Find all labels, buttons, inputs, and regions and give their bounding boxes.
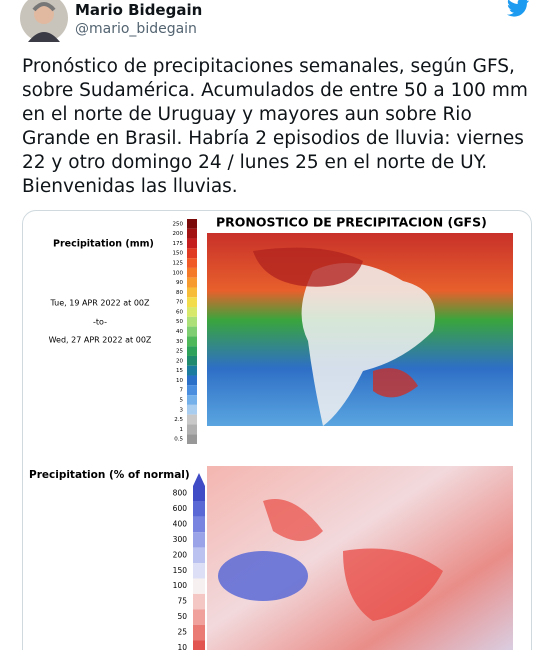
colorbar-swatch <box>193 609 205 625</box>
colorbar-label: 600 <box>173 504 188 513</box>
user-name[interactable]: Mario Bidegain <box>75 1 203 19</box>
colorbar-label: 100 <box>173 581 188 590</box>
rs-rain <box>373 368 418 398</box>
colorbar-swatch <box>193 516 205 533</box>
colorbar-label: 5 <box>180 397 184 403</box>
colorbar-label: 25 <box>177 627 187 636</box>
anomaly-blob <box>218 551 308 601</box>
colorbar-label: 25 <box>176 349 183 355</box>
colorbar-swatch <box>187 336 197 347</box>
colorbar-swatch <box>187 267 197 278</box>
colorbar-swatch <box>193 547 205 564</box>
colorbar-label: 800 <box>173 489 188 498</box>
colorbar-label: 70 <box>176 300 183 306</box>
colorbar-swatch <box>187 375 197 386</box>
colorbar-swatch <box>193 563 205 579</box>
colorbar-label: 150 <box>173 251 184 257</box>
colorbar-label: 3 <box>180 407 184 413</box>
colorbar-swatch <box>187 355 197 366</box>
colorbar-label: 100 <box>173 270 184 276</box>
colorbar-swatch <box>187 424 197 435</box>
colorbar-swatch <box>187 219 197 229</box>
colorbar-label: 90 <box>176 280 183 286</box>
avatar[interactable] <box>20 0 68 42</box>
colorbar-label: 200 <box>173 231 184 237</box>
colorbar-label: 7 <box>180 388 184 394</box>
legend-title: Precipitation (mm) <box>53 239 154 250</box>
colorbar-swatch <box>193 532 205 548</box>
media[interactable]: PRONOSTICO DE PRECIPITACION (GFS) Precip… <box>22 210 532 650</box>
colorbar-swatch <box>187 248 197 259</box>
colorbar-swatch <box>187 228 197 239</box>
colorbar-swatch <box>187 277 197 288</box>
colorbar-label: 50 <box>177 612 187 621</box>
tweet-text: Pronóstico de precipitaciones semanales,… <box>22 56 528 197</box>
land-dry <box>301 263 435 426</box>
date-start: Tue, 19 APR 2022 at 00Z <box>49 299 150 308</box>
colorbar-label: 50 <box>176 319 183 325</box>
colorbar-arrow <box>193 473 205 486</box>
forecast-image: PRONOSTICO DE PRECIPITACION (GFS) Precip… <box>29 215 513 650</box>
colorbar-label: 15 <box>176 368 183 374</box>
colorbar-swatch <box>193 486 205 502</box>
colorbar-label: 40 <box>176 329 183 335</box>
anomaly-blob <box>343 548 443 621</box>
colorbar-swatch <box>187 414 197 425</box>
colorbar-label: 75 <box>177 597 187 606</box>
colorbar-label: 10 <box>176 378 183 384</box>
colorbar-swatch <box>193 501 205 517</box>
colorbar-label: 300 <box>173 535 188 544</box>
colorbar-swatch <box>187 258 197 268</box>
colorbar-label: 1 <box>180 427 184 433</box>
colorbar-swatch <box>193 624 205 641</box>
colorbar-label: 60 <box>176 309 183 315</box>
user-handle[interactable]: @mario_bidegain <box>75 21 197 37</box>
colorbar-swatch <box>187 346 197 356</box>
colorbar-swatch <box>187 326 197 337</box>
colorbar-swatch <box>187 395 197 405</box>
colorbar-swatch <box>187 297 197 308</box>
colorbar-label: 250 <box>173 221 184 227</box>
colorbar-label: 150 <box>173 566 188 575</box>
colorbar-label: 80 <box>176 290 183 296</box>
colorbar-swatch <box>187 365 197 376</box>
colorbar-label: 30 <box>176 339 183 345</box>
colorbar-swatch <box>193 593 205 610</box>
colorbar-label: 0.5 <box>174 437 183 443</box>
colorbar-swatch <box>193 640 205 650</box>
colorbar-label: 20 <box>176 358 183 364</box>
colorbar-swatch <box>187 404 197 415</box>
colorbar-label: 200 <box>173 550 188 559</box>
date-to: -to- <box>93 318 107 327</box>
colorbar-label: 10 <box>177 643 187 650</box>
colorbar-swatch <box>187 287 197 298</box>
date-end: Wed, 27 APR 2022 at 00Z <box>49 336 152 345</box>
legend-title: Precipitation (% of normal) <box>29 469 190 481</box>
twitter-logo[interactable] <box>506 0 530 18</box>
colorbar-swatch <box>187 238 197 249</box>
colorbar-label: 2.5 <box>174 417 183 423</box>
colorbar-swatch <box>193 578 205 594</box>
colorbar-swatch <box>187 316 197 327</box>
colorbar-label: 400 <box>173 520 188 529</box>
land-wet <box>253 247 363 287</box>
colorbar-swatch <box>187 307 197 317</box>
colorbar-label: 175 <box>173 241 184 247</box>
map-title: PRONOSTICO DE PRECIPITACION (GFS) <box>216 215 487 230</box>
anomaly-blob <box>263 499 323 541</box>
colorbar-swatch <box>187 385 197 396</box>
colorbar-swatch <box>187 434 197 444</box>
colorbar-label: 125 <box>173 261 184 267</box>
